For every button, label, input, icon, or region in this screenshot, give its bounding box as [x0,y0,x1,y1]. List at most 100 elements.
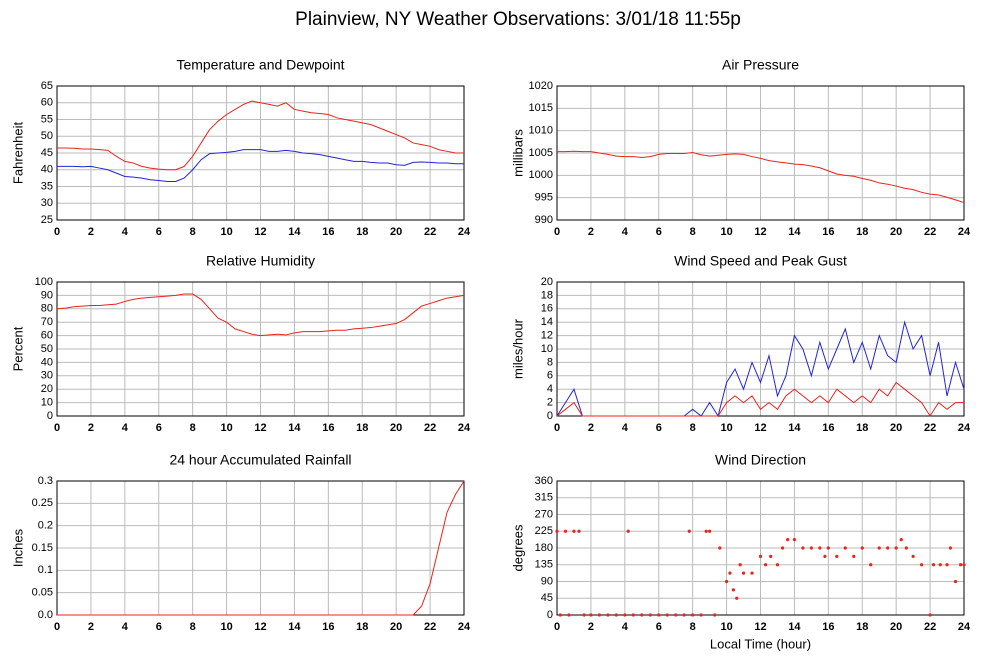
data-point [894,546,898,550]
y-tick-label: 0 [547,609,553,621]
y-axis-label: millibars [510,129,525,177]
y-tick-label: 35 [41,180,53,192]
data-point [735,596,739,600]
y-tick-label: 1015 [529,102,553,114]
x-tick-label: 20 [390,621,402,633]
y-tick-label: 8 [547,356,553,368]
x-tick-label: 14 [288,422,301,434]
data-point [563,529,568,533]
plot-frame [556,480,965,616]
data-point [704,529,708,533]
y-tick-label: 45 [41,147,53,159]
data-point [691,613,695,617]
x-tick-label: 14 [288,621,301,633]
data-point [877,546,881,550]
data-point [843,546,847,550]
data-point [945,563,949,567]
data-line [56,293,465,337]
y-tick-label: 0.25 [32,497,53,509]
x-tick-label: 22 [424,422,436,434]
y-tick-label: 30 [41,370,53,382]
data-point [758,554,763,558]
y-tick-label: 10 [41,397,53,409]
x-tick-label: 12 [254,226,266,238]
x-tick-label: 14 [788,226,801,238]
x-tick-label: 2 [588,226,594,238]
data-point [687,529,691,533]
y-tick-label: 1020 [529,80,553,92]
data-point [920,563,924,567]
data-point [818,546,822,550]
x-tick-label: 20 [890,226,902,238]
x-tick-label: 0 [554,226,560,238]
x-tick-label: 12 [754,226,766,238]
x-tick-label: 18 [356,621,368,633]
data-line [556,381,964,417]
x-tick-label: 22 [924,226,936,238]
data-line [57,149,464,182]
chart-title: Wind Speed and Peak Gust [674,253,847,269]
y-tick-label: 180 [535,542,553,554]
chart-title: Temperature and Dewpoint [176,57,344,73]
data-point [626,529,630,533]
data-point [860,546,864,550]
x-tick-label: 16 [822,226,834,238]
x-tick-label: 0 [554,621,560,633]
data-point [801,546,805,550]
x-tick-label: 24 [958,621,971,633]
data-point [713,613,717,617]
y-axis-label: degrees [510,524,525,571]
data-point [708,529,712,533]
data-point [731,588,735,592]
x-tick-label: 16 [822,621,834,633]
x-tick-label: 12 [754,621,766,633]
y-tick-label: 60 [41,97,53,109]
data-point [938,563,942,567]
x-tick-label: 20 [390,226,402,238]
y-tick-label: 0 [547,410,553,422]
y-tick-label: 65 [41,80,53,92]
x-tick-label: 20 [890,422,902,434]
data-point [699,613,703,617]
y-tick-label: 0.1 [38,564,53,576]
data-point [589,613,593,617]
x-tick-label: 10 [220,621,232,633]
x-tick-label: 6 [656,422,662,434]
x-tick-label: 22 [424,226,436,238]
data-line [57,100,464,171]
x-tick-label: 0 [54,422,60,434]
x-tick-label: 8 [690,422,696,434]
x-tick-label: 24 [458,422,471,434]
data-line [57,480,465,616]
data-point [904,546,908,550]
chart-title: Wind Direction [715,452,806,468]
plot-frame [556,281,965,417]
data-point [631,613,635,617]
x-tick-label: 0 [54,226,60,238]
x-tick-label: 2 [588,422,594,434]
data-point [962,563,966,567]
data-point [763,563,768,567]
data-line [557,150,965,204]
x-tick-label: 12 [754,422,766,434]
x-tick-label: 16 [322,422,334,434]
data-point [567,613,571,617]
data-point [606,613,610,617]
x-tick-label: 6 [656,226,662,238]
data-point [792,538,797,542]
y-axis-label: Inches [10,528,25,567]
page-title: Plainview, NY Weather Observations: 3/01… [295,9,741,30]
x-tick-label: 10 [220,226,232,238]
data-point [809,546,813,550]
data-point [555,529,559,533]
x-tick-label: 10 [720,621,732,633]
y-tick-label: 80 [41,303,53,315]
data-point [623,613,627,617]
x-tick-label: 20 [890,621,902,633]
y-tick-label: 40 [41,164,53,176]
y-tick-label: 990 [535,214,553,226]
data-point [718,546,722,550]
y-tick-label: 1000 [529,169,553,181]
